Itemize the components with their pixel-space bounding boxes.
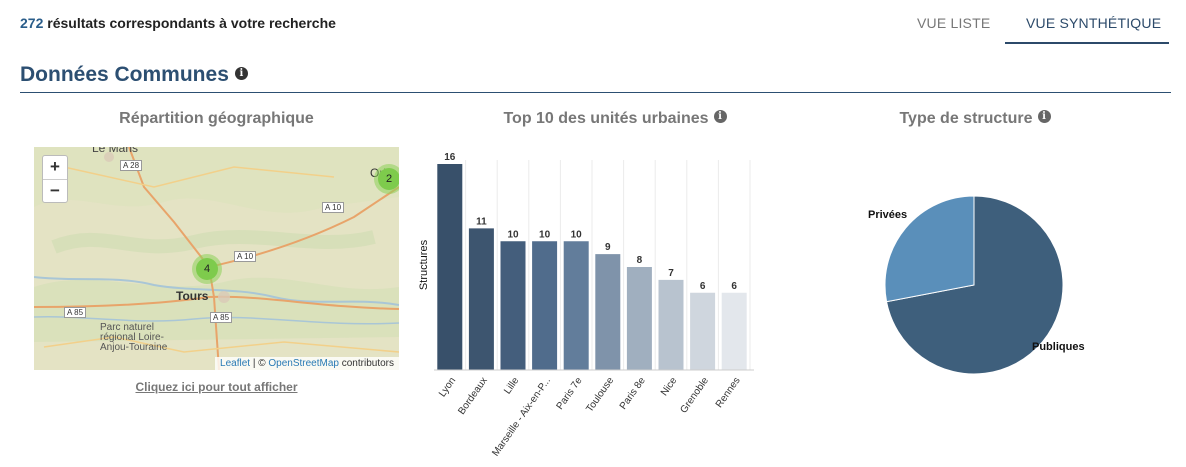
pie-panel-title: Type de structure i [820, 110, 1130, 128]
category-tick-label: Grenoble [678, 375, 711, 415]
category-tick-label: Rennes [714, 375, 743, 410]
park-label: Parc naturel régional Loire- Anjou-Toura… [100, 323, 167, 353]
park-label-line: régional Loire- [100, 332, 164, 343]
zoom-in-button[interactable]: + [50, 157, 60, 176]
map-attribution: Leaflet | © OpenStreetMap contributors [215, 357, 399, 370]
results-summary: 272 résultats correspondants à votre rec… [20, 15, 336, 31]
category-tick-label: Marseille - Aix-en-P... [490, 375, 553, 458]
pie-slice[interactable] [884, 195, 975, 303]
road-label: A 85 [210, 312, 233, 323]
bar-value-label: 11 [476, 216, 487, 227]
category-tick-label: Paris 8e [618, 375, 648, 412]
bar-value-label: 10 [571, 229, 583, 240]
map-tiles [34, 147, 399, 370]
bar[interactable] [658, 279, 684, 370]
cluster-count: 4 [196, 258, 218, 280]
road-label: A 10 [322, 202, 345, 213]
show-all-link[interactable]: Cliquez ici pour tout afficher [135, 380, 298, 394]
map-title-text: Répartition géographique [119, 110, 314, 127]
category-tick-label: Toulouse [584, 375, 616, 414]
result-text: résultats correspondants à votre recherc… [43, 15, 336, 31]
section-title-text: Données Communes [20, 63, 229, 86]
structure-type-pie-chart [884, 195, 1064, 375]
bar[interactable] [500, 241, 526, 370]
bar[interactable] [437, 164, 463, 370]
pie-label-publiques: Publiques [1032, 341, 1085, 353]
tab-synthetic-view[interactable]: VUE SYNTHÉTIQUE [1026, 15, 1162, 31]
result-count: 272 [20, 15, 44, 31]
geographic-map[interactable]: A 28 A 10 A 10 A 85 A 85 Le Mans Tours O… [34, 147, 399, 370]
bar-panel-title: Top 10 des unités urbaines i [410, 110, 820, 128]
category-tick-label: Lyon [437, 375, 458, 399]
city-label: Tours [176, 289, 209, 303]
cluster-count: 2 [378, 168, 399, 190]
map-cluster-marker[interactable]: 2 [374, 164, 399, 194]
info-icon[interactable]: i [1037, 110, 1051, 124]
bar-value-label: 10 [507, 229, 519, 240]
top10-bar-chart: Structures 16 Lyon 11 Bordeaux 10 Lille 10 Marse… [418, 152, 754, 459]
zoom-out-button[interactable]: − [43, 179, 67, 202]
pie-label-privees: Privées [868, 209, 908, 221]
category-tick-label: Paris 7e [555, 375, 585, 412]
zoom-control: + − [42, 155, 68, 203]
map-panel-title: Répartition géographique [34, 110, 399, 128]
osm-link[interactable]: OpenStreetMap [268, 358, 339, 369]
category-tick-label: Bordeaux [456, 375, 490, 416]
bar[interactable] [468, 228, 494, 370]
park-label-line: Anjou-Touraine [100, 342, 168, 353]
section-divider [20, 92, 1171, 93]
results-header: 272 résultats correspondants à votre rec… [0, 0, 1186, 46]
bar[interactable] [721, 292, 747, 370]
section-title: Données Communes i [20, 63, 248, 87]
road-label: A 85 [64, 307, 87, 318]
bar-value-label: 10 [539, 229, 551, 240]
bar-value-label: 16 [444, 152, 456, 163]
bar-value-label: 6 [731, 281, 737, 292]
bar-title-text: Top 10 des unités urbaines [503, 110, 709, 127]
active-tab-indicator [1005, 42, 1169, 44]
attribution-suffix: contributors [338, 358, 394, 369]
map-cluster-marker[interactable]: 4 [192, 254, 222, 284]
leaflet-link[interactable]: Leaflet [220, 358, 251, 369]
info-icon[interactable]: i [713, 110, 727, 124]
bar-value-label: 7 [668, 268, 674, 279]
city-label: Le Mans [92, 147, 139, 155]
bar-value-label: 6 [700, 281, 706, 292]
category-tick-label: Nice [659, 375, 680, 398]
bar-value-label: 9 [605, 242, 611, 253]
bar-value-label: 8 [637, 255, 643, 266]
y-axis-label: Structures [418, 239, 430, 290]
bar[interactable] [626, 267, 652, 370]
bar[interactable] [690, 292, 716, 370]
pie-slice[interactable] [885, 195, 1064, 375]
road-label: A 28 [120, 160, 143, 171]
tab-list-view[interactable]: VUE LISTE [917, 15, 991, 31]
bar[interactable] [563, 241, 589, 370]
park-label-line: Parc naturel [100, 322, 154, 333]
road-label: A 10 [234, 251, 257, 262]
bar[interactable] [532, 241, 558, 370]
bar[interactable] [595, 254, 621, 370]
category-tick-label: Lille [502, 375, 521, 396]
info-icon[interactable]: i [234, 66, 248, 80]
pie-title-text: Type de structure [899, 110, 1033, 127]
attribution-separator: | © [250, 358, 269, 369]
